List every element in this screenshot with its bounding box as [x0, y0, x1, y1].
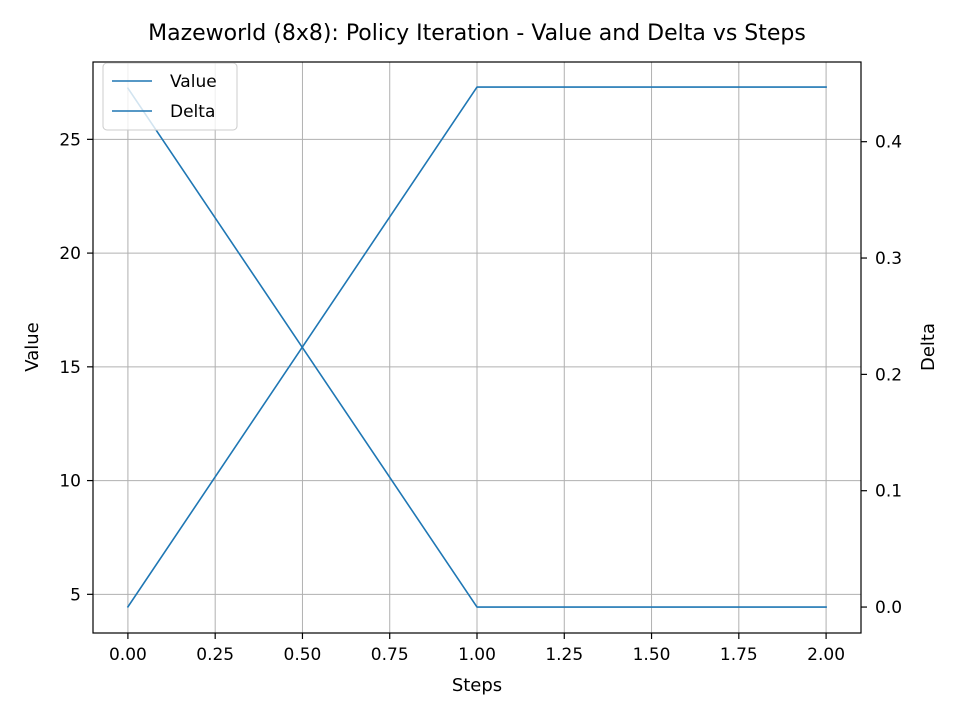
x-tick-label: 0.25 [196, 645, 234, 665]
y-tick-label-left: 20 [59, 244, 81, 264]
x-tick-label: 2.00 [807, 645, 845, 665]
y-axis-label-left: Value [22, 322, 43, 371]
y-tick-label-right: 0.3 [875, 249, 902, 269]
chart-title: Mazeworld (8x8): Policy Iteration - Valu… [148, 21, 806, 46]
y-tick-label-right: 0.2 [875, 365, 902, 385]
x-tick-label: 1.00 [458, 645, 496, 665]
legend-label-value: Value [170, 72, 217, 92]
x-tick-label: 1.50 [633, 645, 671, 665]
y-tick-label-left: 5 [70, 585, 81, 605]
y-tick-label-left: 25 [59, 130, 81, 150]
y-tick-label-right: 0.1 [875, 482, 902, 502]
y-tick-label-left: 15 [59, 358, 81, 378]
x-axis-label: Steps [452, 675, 502, 696]
x-tick-label: 0.50 [284, 645, 322, 665]
x-tick-label: 0.00 [109, 645, 147, 665]
x-tick-label: 0.75 [371, 645, 409, 665]
y-tick-label-right: 0.4 [875, 133, 902, 153]
y-axis-label-right: Delta [918, 323, 939, 371]
legend: Value Delta [103, 63, 237, 130]
x-tick-label: 1.25 [545, 645, 583, 665]
x-tick-label: 1.75 [720, 645, 758, 665]
y-tick-label-right: 0.0 [875, 598, 902, 618]
y-tick-label-left: 10 [59, 472, 81, 492]
legend-label-delta: Delta [170, 102, 215, 122]
